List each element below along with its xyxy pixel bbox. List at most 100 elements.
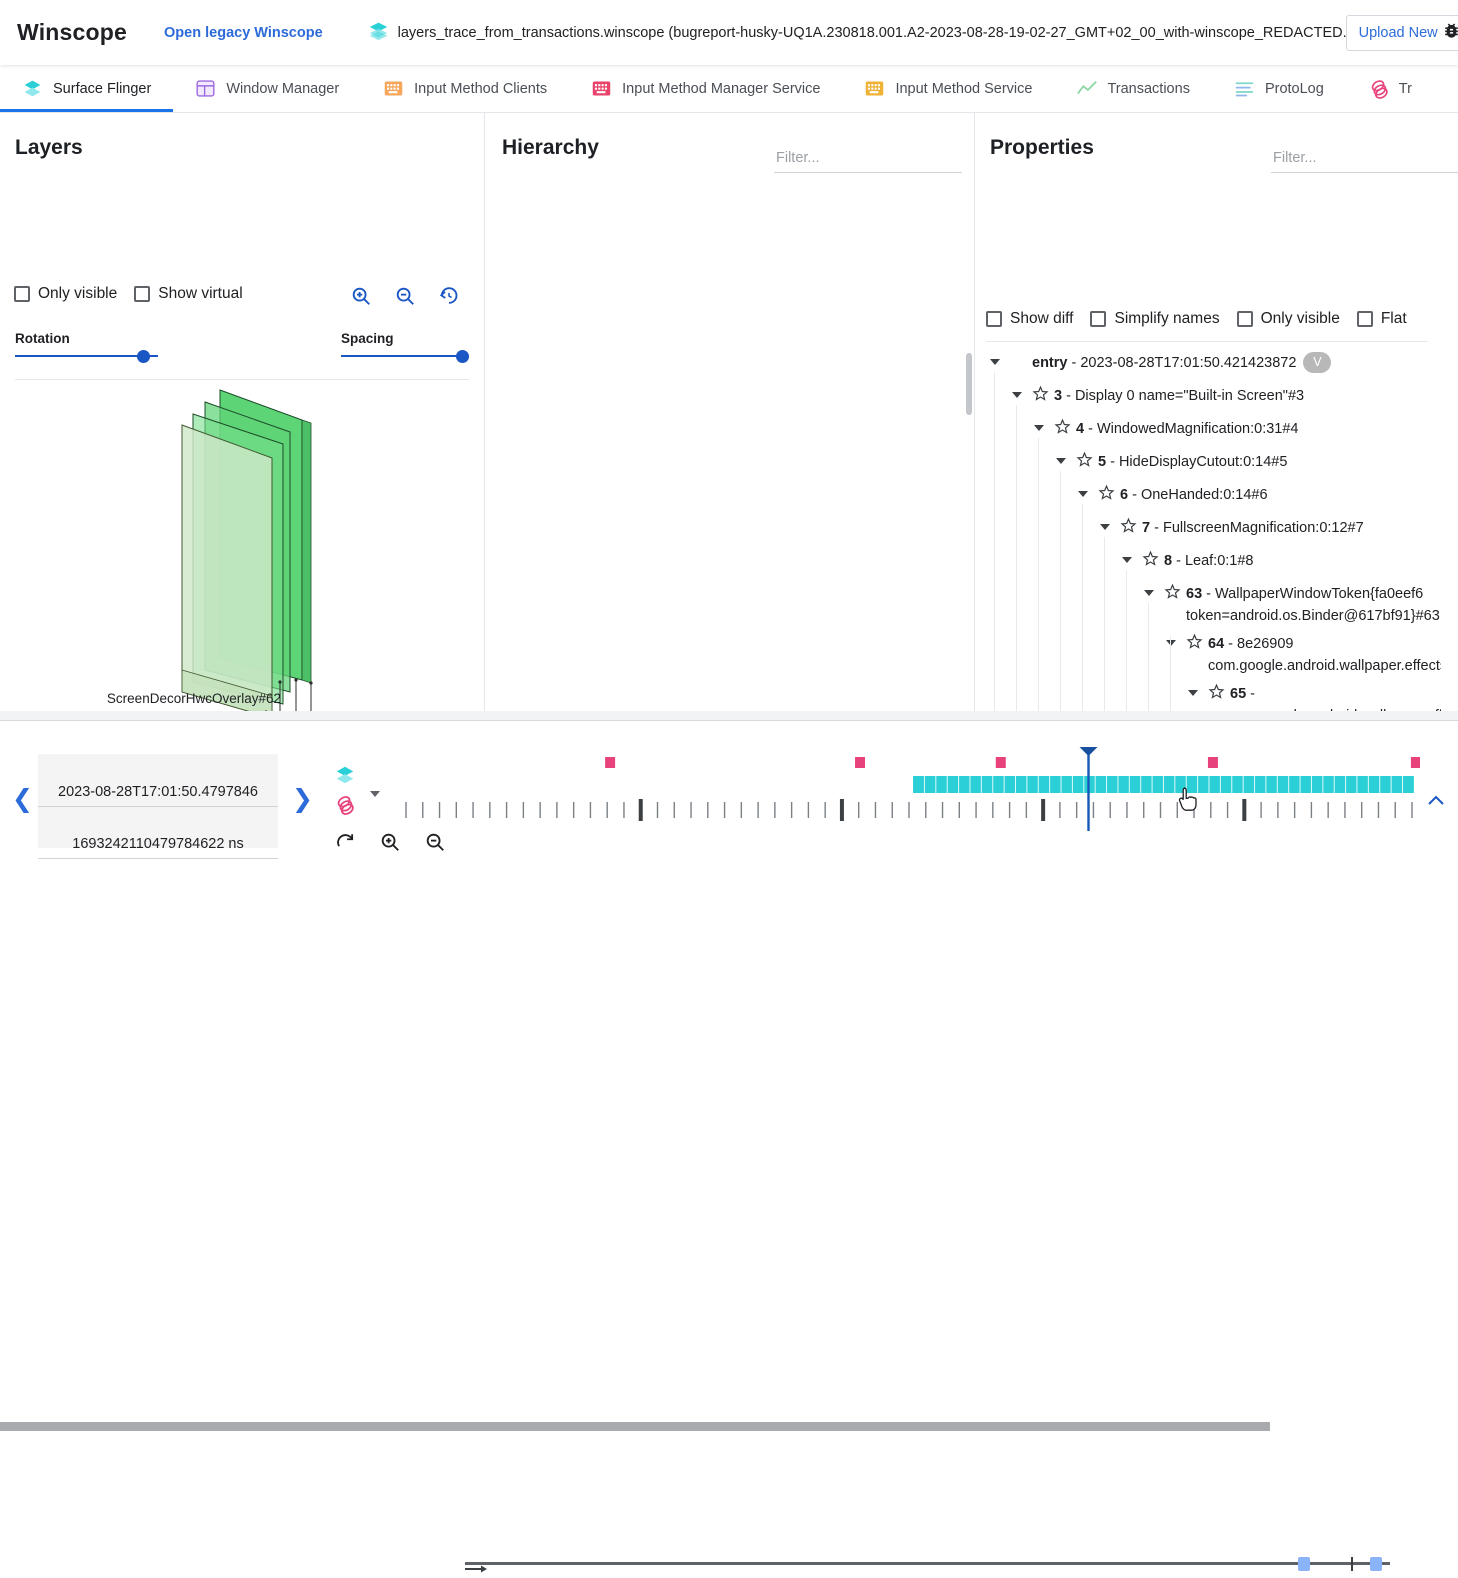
tree-node[interactable]: 4 - WindowedMagnification:0:31#4 <box>1030 412 1441 445</box>
star-icon[interactable] <box>1142 550 1159 567</box>
layers-3d-canvas[interactable] <box>0 380 484 760</box>
chevron-down-icon[interactable] <box>986 353 1004 371</box>
slider-thumb[interactable] <box>137 350 150 363</box>
star-icon[interactable] <box>1186 633 1203 650</box>
layers-3d-view[interactable]: ScreenDecorHwcOverlay#62 NavigationBar0#… <box>0 380 484 760</box>
checkbox-box <box>986 311 1002 327</box>
rotation-slider[interactable]: Rotation <box>15 331 158 363</box>
timestamp-ns-input[interactable]: 1693242110479784622 ns <box>38 836 278 859</box>
timeline-trace-legend <box>334 764 380 826</box>
properties-filter-input[interactable] <box>1271 150 1458 173</box>
star-icon[interactable] <box>1098 484 1115 501</box>
tree-node[interactable]: 5 - HideDisplayCutout:0:14#5 <box>1052 445 1441 478</box>
panels-horizontal-scrollbar-track[interactable] <box>0 711 1458 1431</box>
tree-node[interactable]: 8 - Leaf:0:1#8 <box>1118 544 1441 577</box>
range-slider-handle-high[interactable] <box>1370 1557 1382 1571</box>
spacing-slider[interactable]: Spacing <box>341 331 469 363</box>
checkbox-show-diff[interactable]: Show diff <box>986 310 1073 328</box>
main-panels: Layers Only visible Show virtual <box>0 113 1458 816</box>
zoom-out-icon[interactable] <box>394 285 416 307</box>
slider-thumb[interactable] <box>456 350 469 363</box>
range-slider-handle-low[interactable] <box>1298 1557 1310 1571</box>
transitions-icon[interactable] <box>334 794 356 821</box>
star-icon[interactable] <box>1208 683 1225 700</box>
chevron-down-icon[interactable] <box>1162 634 1180 652</box>
chevron-down-icon[interactable] <box>1008 386 1026 404</box>
chevron-down-icon[interactable] <box>1052 452 1070 470</box>
chevron-down-icon[interactable] <box>1140 584 1158 602</box>
star-icon[interactable] <box>1120 517 1137 534</box>
slider-track[interactable] <box>15 349 158 363</box>
checkbox-label: Flat <box>1380 310 1407 327</box>
chevron-down-icon[interactable] <box>370 791 380 797</box>
tree-node[interactable]: entry - 2023-08-28T17:01:50.421423872 V <box>986 346 1441 379</box>
tab-window-manager[interactable]: Window Manager <box>173 65 361 112</box>
hierarchy-filter-input[interactable] <box>774 150 962 173</box>
transition-marker[interactable] <box>855 757 866 768</box>
checkbox-label: Show virtual <box>158 285 243 302</box>
tree-node[interactable]: 7 - FullscreenMagnification:0:12#7 <box>1096 511 1441 544</box>
chevron-down-icon[interactable] <box>1184 684 1202 702</box>
checkbox-flat[interactable]: Flat <box>1356 310 1407 328</box>
tab-transitions[interactable]: Tr <box>1346 65 1434 112</box>
tree-node[interactable]: 63 - WallpaperWindowToken{fa0eef6 token=… <box>1140 577 1441 627</box>
checkbox-label: Only visible <box>1260 310 1340 327</box>
zoom-in-icon[interactable] <box>350 285 372 307</box>
upload-new-button[interactable]: Upload New <box>1345 14 1458 51</box>
checkbox-only-visible[interactable]: Only visible <box>14 285 117 303</box>
chevron-left-icon[interactable]: ❮ <box>12 785 33 813</box>
chevron-down-icon[interactable] <box>1118 551 1136 569</box>
timeline-plot[interactable] <box>400 747 1421 831</box>
timestamp-human-input[interactable]: 2023-08-28T17:01:50.4797846 <box>38 784 278 807</box>
visibility-chip[interactable]: V <box>1303 351 1332 373</box>
star-icon[interactable] <box>1032 385 1049 402</box>
transition-marker[interactable] <box>995 757 1006 768</box>
surface-flinger-icon[interactable] <box>334 764 356 791</box>
upload-new-label: Upload New <box>1358 24 1438 41</box>
tree-indent-guide <box>994 372 995 816</box>
tree-node[interactable]: 3 - Display 0 name="Built-in Screen"#3 <box>1008 379 1441 412</box>
star-icon[interactable] <box>1164 583 1181 600</box>
hierarchy-scrollbar[interactable] <box>966 353 972 415</box>
divider <box>15 379 469 380</box>
slider-line <box>341 355 469 357</box>
star-icon[interactable] <box>1076 451 1093 468</box>
keyboard-yellow-icon <box>864 78 885 99</box>
chevron-up-icon[interactable] <box>1424 789 1448 813</box>
tab-input-method-clients[interactable]: Input Method Clients <box>361 65 569 112</box>
trace-tab-bar[interactable]: Surface Flinger Window Manager <box>0 65 1458 113</box>
tab-transactions[interactable]: Transactions <box>1054 65 1211 112</box>
checkbox-box <box>1236 311 1253 327</box>
checkbox-show-virtual[interactable]: Show virtual <box>134 285 243 303</box>
open-legacy-winscope-link[interactable]: Open legacy Winscope <box>164 24 323 41</box>
layers-stack-icon <box>368 20 389 46</box>
chevron-down-icon[interactable] <box>1030 419 1048 437</box>
tree-indent-guide <box>1082 504 1083 816</box>
chevron-right-icon[interactable]: ❯ <box>292 785 313 813</box>
chevron-down-icon[interactable] <box>1074 485 1092 503</box>
hierarchy-tree[interactable]: entry - 2023-08-28T17:01:50.421423872 V 3 … <box>986 346 1441 816</box>
tab-input-method-manager-service[interactable]: Input Method Manager Service <box>569 65 842 112</box>
panels-horizontal-scrollbar-thumb[interactable] <box>0 1422 1270 1431</box>
zoom-out-icon[interactable] <box>424 831 446 853</box>
chevron-down-icon[interactable] <box>1096 518 1114 536</box>
tab-protolog[interactable]: ProtoLog <box>1212 65 1346 112</box>
timeline-cursor-handle[interactable] <box>1079 747 1098 756</box>
checkbox-simplify-names[interactable]: Simplify names <box>1090 310 1220 328</box>
checkbox-only-visible[interactable]: Only visible <box>1236 310 1340 328</box>
tree-node[interactable]: 64 - 8e26909 com.google.android.wallpape… <box>1162 627 1441 677</box>
zoom-in-icon[interactable] <box>379 831 401 853</box>
transition-marker[interactable] <box>605 757 616 768</box>
tree-node[interactable]: 6 - OneHanded:0:14#6 <box>1074 478 1441 511</box>
tab-input-method-service[interactable]: Input Method Service <box>842 65 1054 112</box>
timeline-range-slider[interactable] <box>465 1557 1390 1573</box>
transition-marker[interactable] <box>1410 757 1421 768</box>
slider-track[interactable] <box>341 349 469 363</box>
timestamp-inputs: 2023-08-28T17:01:50.4797846 169324211047… <box>38 754 278 859</box>
star-icon[interactable] <box>1054 418 1071 435</box>
tab-surface-flinger[interactable]: Surface Flinger <box>0 65 174 112</box>
transition-marker[interactable] <box>1207 757 1218 768</box>
restore-icon[interactable] <box>334 831 356 853</box>
restore-view-icon[interactable] <box>438 285 460 307</box>
timeline-canvas[interactable] <box>400 747 1421 831</box>
